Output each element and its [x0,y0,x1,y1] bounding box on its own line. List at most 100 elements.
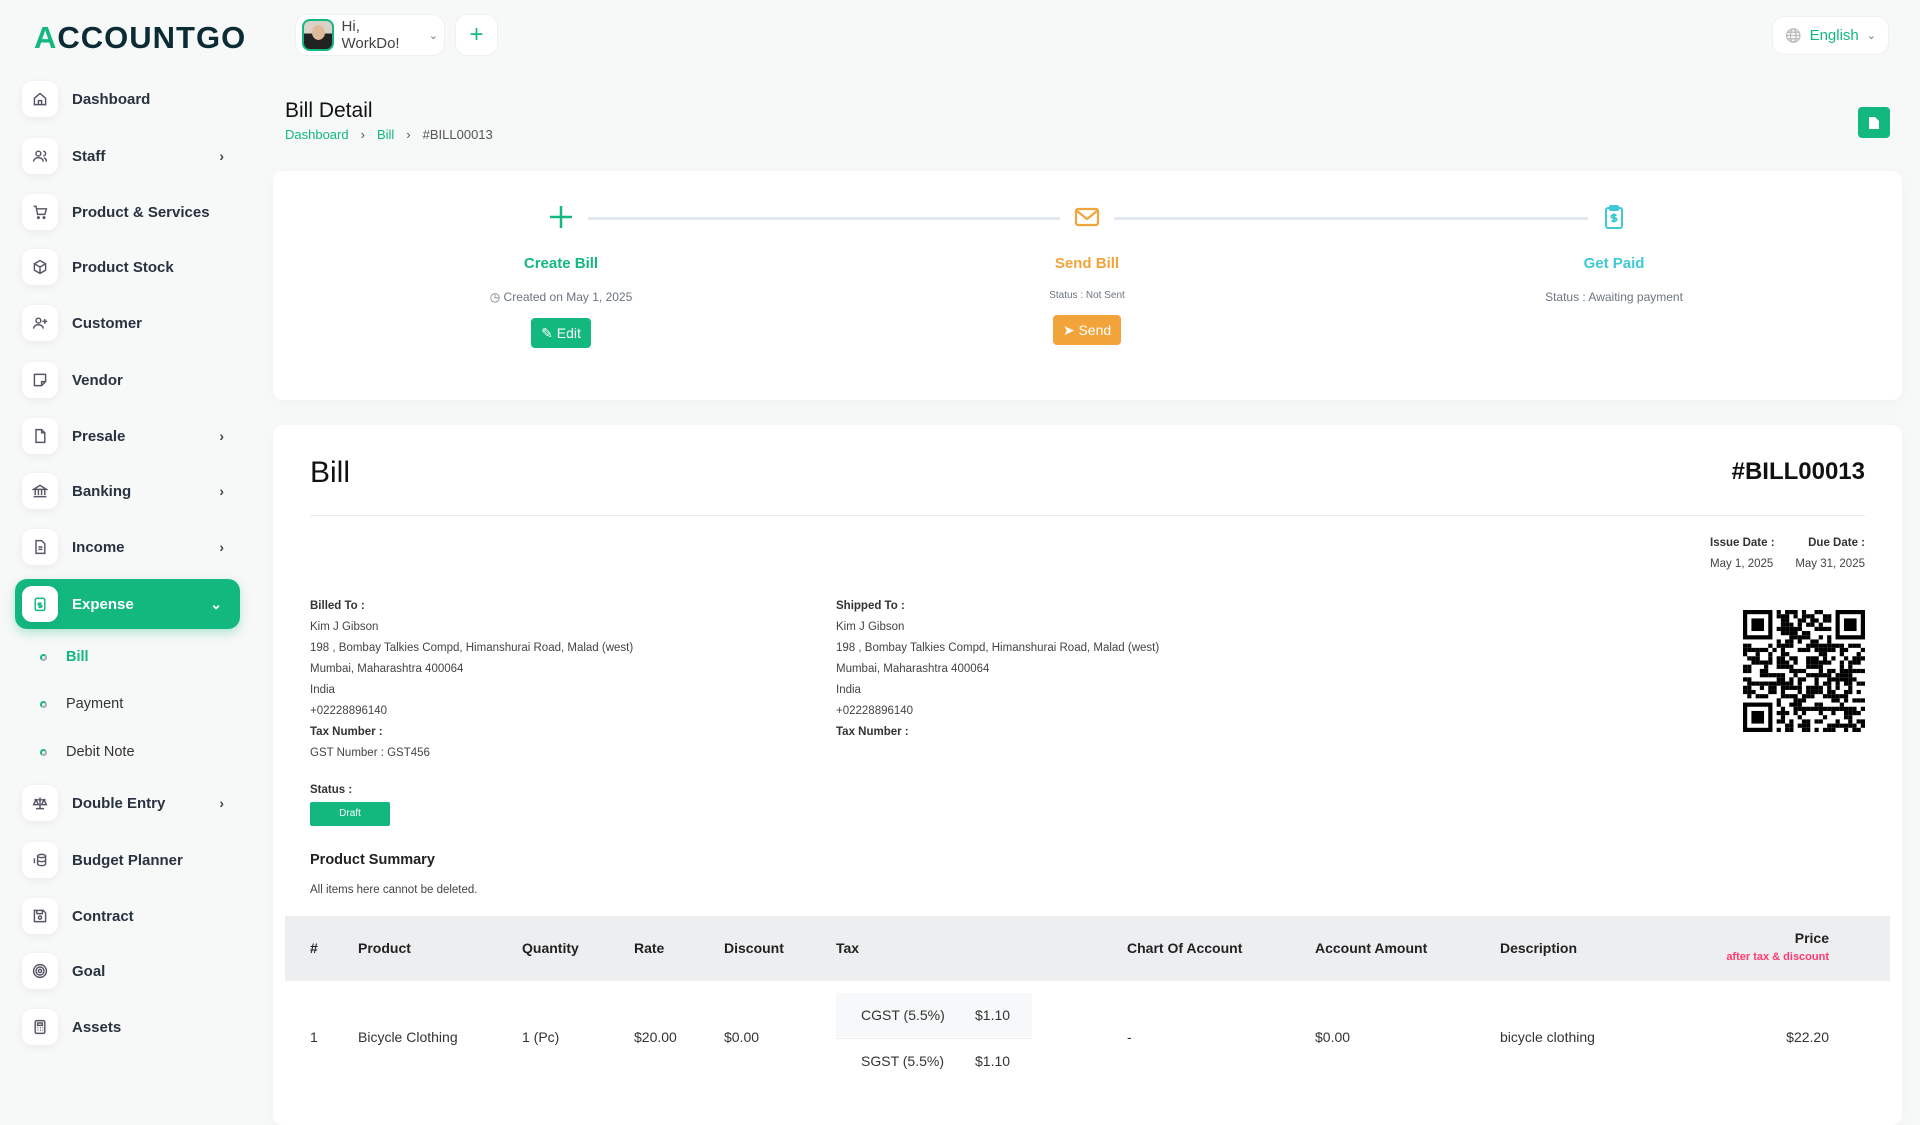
table-header [285,916,1890,981]
subitem-label: Bill [66,649,89,665]
clipboard-dollar-icon [1605,205,1623,229]
sidebar-item-product-stock[interactable]: Product Stock [22,245,242,289]
language-selector[interactable]: English ⌄ [1772,16,1889,55]
language-label: English [1809,27,1859,44]
sidebar-item-label: Product Stock [72,258,174,276]
sidebar-item-label: Customer [72,314,143,332]
col-description: Description [1500,940,1578,956]
sidebar-item-customer[interactable]: Customer [22,301,242,345]
col-chart-of-account: Chart Of Account [1127,940,1243,956]
cell-discount: $0.00 [724,1029,760,1045]
logo[interactable]: ACCOUNTGO [34,20,247,55]
step-get-paid: Get Paid Status : Awaiting payment [1464,204,1764,304]
col-account-amount: Account Amount [1315,940,1428,956]
sidebar-item-presale[interactable]: Presale › [22,414,242,458]
sidebar-item-label: Double Entry [72,794,166,812]
col-tax: Tax [836,940,860,956]
sidebar-item-contract[interactable]: Contract [22,894,242,938]
subitem-label: Debit Note [66,744,135,760]
col-rate: Rate [634,940,665,956]
product-summary-title: Product Summary [310,852,435,868]
bullet-icon [40,700,47,708]
bill-number: #BILL00013 [1731,458,1865,485]
file-icon [22,418,58,454]
sidebar-item-double-entry[interactable]: Double Entry › [22,781,242,825]
sidebar-item-label: Budget Planner [72,851,183,869]
sidebar-subitem-bill[interactable]: Bill [40,649,89,665]
user-plus-icon [22,305,58,341]
qr-code [1743,610,1865,732]
tax-item: CGST (5.5%) $1.10 [836,993,1032,1037]
users-icon [22,138,58,174]
breadcrumb-dashboard[interactable]: Dashboard [285,127,349,142]
sidebar-item-label: Assets [72,1018,122,1036]
bill-heading: Bill [310,456,351,489]
divider [310,515,1865,516]
step-create-bill: Create Bill ◷ Created on May 1, 2025 ✎ E… [411,204,711,348]
bill-card [273,425,1902,1125]
target-icon [22,953,58,989]
sidebar-item-label: Expense [72,595,134,613]
user-menu[interactable]: Hi, WorkDo! ⌄ [295,14,445,56]
page-title: Bill Detail [285,99,373,122]
sidebar-item-income[interactable]: Income › [22,525,242,569]
col-price: Price after tax & discount [1726,930,1829,963]
sidebar-item-label: Product & Services [72,203,210,221]
sidebar-item-staff[interactable]: Staff › [22,134,242,178]
step-label: Send Bill [1054,255,1120,272]
sidebar-item-label: Dashboard [72,90,151,108]
sidebar-item-label: Income [72,538,125,556]
breadcrumb-bill[interactable]: Bill [376,127,395,142]
user-greeting: Hi, WorkDo! [341,18,400,52]
cell-product: Bicycle Clothing [358,1029,458,1045]
sidebar-item-vendor[interactable]: Vendor [22,358,242,402]
col-product: Product [358,940,411,956]
sidebar-item-expense[interactable]: Expense ⌄ [15,579,240,629]
product-summary-note: All items here cannot be deleted. [310,884,478,896]
sidebar-subitem-payment[interactable]: Payment [40,696,123,712]
sidebar-item-banking[interactable]: Banking › [22,469,242,513]
chevron-right-icon: › [219,148,224,164]
mail-icon [1074,207,1100,227]
file-text-icon [22,529,58,565]
breadcrumb-current: #BILL00013 [422,127,493,142]
sidebar-item-label: Vendor [72,371,123,389]
status-label: Status : [310,784,353,796]
sidebar-subitem-debit-note[interactable]: Debit Note [40,744,135,760]
chevron-down-icon: ⌄ [428,29,438,42]
chevron-right-icon: › [219,795,224,811]
sidebar-item-label: Staff [72,147,106,165]
file-icon [1869,116,1879,129]
col-number: # [310,940,318,956]
step-send-bill: Send Bill Status : Not Sent ➤ Send [937,204,1237,345]
home-icon [22,81,58,117]
send-button[interactable]: ➤ Send [1052,315,1122,345]
sidebar-item-assets[interactable]: Assets [22,1005,242,1049]
calculator-icon [22,1009,58,1045]
billed-to: Billed To : Kim J Gibson 198 , Bombay Talk… [310,600,634,759]
cell-chart-of-account: - [1127,1029,1132,1045]
col-discount: Discount [724,940,784,956]
box-icon [22,249,58,285]
col-quantity: Quantity [522,940,579,956]
globe-icon [1785,28,1801,43]
coins-icon [22,842,58,878]
quick-add-button[interactable]: + [455,14,498,56]
sidebar-item-budget-planner[interactable]: Budget Planner [22,838,242,882]
bullet-icon [40,748,47,756]
cell-number: 1 [310,1029,318,1045]
step-label: Create Bill [523,255,599,272]
sidebar-item-label: Contract [72,907,134,925]
download-pdf-button[interactable] [1858,107,1890,138]
payment-status: Status : Awaiting payment [1545,290,1683,304]
sidebar-item-label: Presale [72,427,126,445]
edit-button[interactable]: ✎ Edit [531,318,591,348]
avatar [302,19,334,51]
sidebar-item-goal[interactable]: Goal [22,949,242,993]
sidebar-item-product-services[interactable]: Product & Services [22,190,242,234]
step-label: Get Paid [1583,255,1645,272]
cell-account-amount: $0.00 [1315,1029,1351,1045]
chevron-right-icon: › [219,483,224,499]
bank-icon [22,473,58,509]
sidebar-item-dashboard[interactable]: Dashboard [22,77,242,121]
